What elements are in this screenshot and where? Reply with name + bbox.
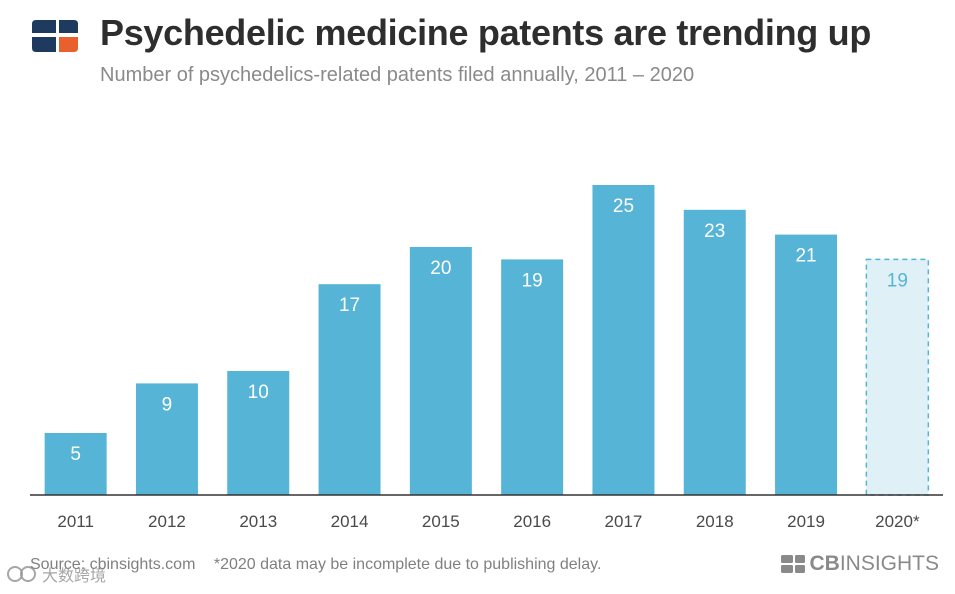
bar bbox=[592, 185, 655, 495]
bar-value-label: 20 bbox=[430, 258, 451, 279]
cb-insights-logo-icon bbox=[32, 20, 78, 52]
chart-title: Psychedelic medicine patents are trendin… bbox=[100, 12, 872, 53]
watermark-text: 大数跨境 bbox=[42, 568, 107, 585]
chart-subtitle: Number of psychedelics-related patents f… bbox=[100, 64, 695, 86]
bar-value-label: 19 bbox=[887, 270, 908, 291]
bar-value-label: 5 bbox=[70, 444, 81, 465]
bar-value-label: 9 bbox=[162, 394, 173, 415]
bar-incomplete bbox=[865, 258, 930, 496]
watermark: 大数跨境 bbox=[6, 562, 106, 586]
bar bbox=[318, 284, 381, 495]
bar-value-label: 17 bbox=[339, 295, 360, 316]
bar bbox=[135, 383, 198, 495]
bar-value-label: 21 bbox=[795, 246, 816, 267]
x-tick-label: 2013 bbox=[239, 512, 277, 531]
bar bbox=[44, 433, 107, 495]
x-tick-label: 2011 bbox=[57, 512, 94, 531]
bar bbox=[683, 209, 746, 496]
cb-insights-mark-icon bbox=[781, 555, 806, 573]
x-tick-label: 2019 bbox=[787, 512, 825, 531]
brand-prefix: CB bbox=[809, 552, 840, 575]
watermark-icon bbox=[7, 566, 36, 582]
brand-suffix: INSIGHTS bbox=[839, 552, 939, 575]
chart-footer: Source: cbinsights.com *2020 data may be… bbox=[30, 556, 601, 574]
incomplete-data-note: *2020 data may be incomplete due to publ… bbox=[213, 556, 602, 573]
cb-insights-wordmark: CB INSIGHTS bbox=[781, 552, 939, 576]
x-tick-label: 2015 bbox=[422, 512, 460, 531]
bar bbox=[227, 371, 290, 495]
bar bbox=[409, 247, 472, 495]
bar-value-label: 25 bbox=[613, 196, 634, 217]
bar-value-label: 19 bbox=[522, 270, 543, 291]
x-tick-label: 2012 bbox=[148, 512, 186, 531]
bar-value-label: 23 bbox=[704, 221, 725, 242]
bar bbox=[501, 259, 564, 495]
bar-value-label: 10 bbox=[248, 382, 269, 403]
source-note: Source: cbinsights.com bbox=[30, 556, 196, 573]
x-tick-label: 2020* bbox=[875, 512, 920, 531]
x-tick-label: 2018 bbox=[696, 512, 734, 531]
bar bbox=[775, 234, 838, 495]
x-tick-label: 2017 bbox=[605, 512, 643, 531]
x-tick-label: 2016 bbox=[513, 512, 551, 531]
x-tick-label: 2014 bbox=[331, 512, 369, 531]
